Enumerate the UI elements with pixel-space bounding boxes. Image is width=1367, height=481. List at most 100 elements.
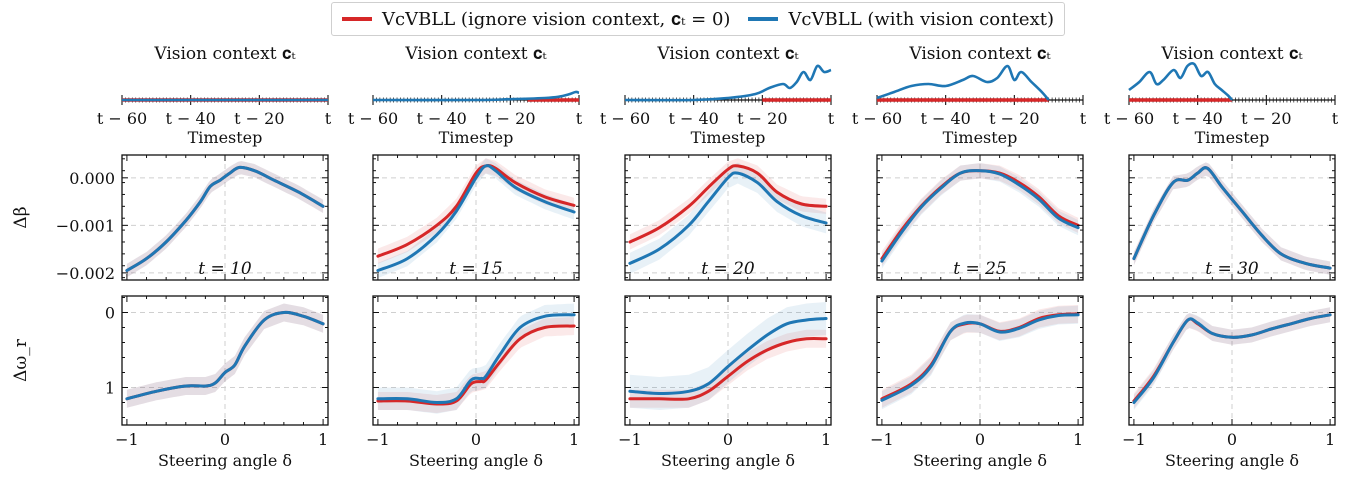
context-xlabel: Timestep <box>691 128 766 147</box>
y-tick-label: 1 <box>105 379 115 398</box>
context-title: Vision context 𝐜ₜ <box>908 44 1051 64</box>
series-line-ignore <box>628 164 828 244</box>
series-line-ignore <box>376 324 576 406</box>
series-line-with <box>376 164 576 272</box>
uncertainty-band-with <box>881 305 1079 410</box>
series-line-with <box>125 310 325 401</box>
x-axis-label: Steering angle δ <box>1165 451 1299 470</box>
context-tick-label: t − 40 <box>416 109 466 128</box>
x-tick-label: 0 <box>723 430 733 449</box>
x-tick-label: 0 <box>975 430 985 449</box>
beta-panel-4: t = 30 <box>1128 154 1336 281</box>
uncertainty-band-ignore <box>629 329 827 408</box>
y-tick-label: −0.001 <box>56 216 115 235</box>
series-line-ignore <box>628 336 828 401</box>
legend-label-with: VcVBLL (with vision context) <box>788 8 1054 30</box>
context-series-with <box>372 90 580 102</box>
x-axis-label: Steering angle δ <box>409 451 543 470</box>
context-tick-label: t − 20 <box>234 109 284 128</box>
context-title: Vision context 𝐜ₜ <box>153 44 296 64</box>
beta-panel-1: t = 15 <box>372 154 580 281</box>
x-tick-label: −1 <box>115 430 139 449</box>
context-series-with <box>876 64 1050 101</box>
uncertainty-band-with <box>1133 307 1331 410</box>
series-line-with <box>880 169 1080 263</box>
x-tick-label: −1 <box>618 430 642 449</box>
x-axis-label: Steering angle δ <box>661 451 795 470</box>
uncertainty-band-with <box>126 303 324 408</box>
series-line-with <box>1132 166 1332 270</box>
x-tick-label: 1 <box>318 430 328 449</box>
time-annotation: t = 20 <box>701 259 755 279</box>
legend: VcVBLL (ignore vision context, 𝐜ₜ = 0) V… <box>331 2 1065 36</box>
context-tick-label: t <box>576 109 583 128</box>
x-tick-label: 0 <box>471 430 481 449</box>
x-tick-label: −1 <box>1122 430 1146 449</box>
beta-panel-2: t = 20 <box>624 154 832 281</box>
series-line-with <box>125 165 325 272</box>
context-series-with <box>1128 61 1234 101</box>
omega-panel-2: −1 0 1 Steering angle δ <box>618 295 832 470</box>
context-xlabel: Timestep <box>943 128 1018 147</box>
uncertainty-band-ignore <box>1133 307 1331 409</box>
context-series-with <box>624 64 832 102</box>
legend-swatch-with <box>748 17 779 21</box>
context-tick-label: t − 60 <box>600 109 650 128</box>
series-line-with <box>376 313 576 404</box>
context-title: Vision context 𝐜ₜ <box>404 44 547 64</box>
context-tick-label: t − 40 <box>920 109 970 128</box>
y-tick-label: −0.002 <box>56 264 115 283</box>
context-panel-3: Vision context 𝐜ₜ t − 60 t − 40 t − 20 t Time… <box>852 44 1087 147</box>
series-line-ignore <box>376 164 576 258</box>
time-annotation: t = 10 <box>198 259 252 279</box>
context-tick-label: t − 20 <box>1241 109 1291 128</box>
context-tick-label: t − 20 <box>989 109 1039 128</box>
context-panel-4: Vision context 𝐜ₜ t − 60 t − 40 t − 20 t Time… <box>1104 44 1339 147</box>
context-tick-label: t − 20 <box>737 109 787 128</box>
y-axis-label: Δω_r <box>11 338 31 382</box>
series-line-with <box>1132 313 1332 404</box>
omega-panel-3: −1 0 1 Steering angle δ <box>870 295 1084 470</box>
x-tick-label: 1 <box>1073 430 1083 449</box>
time-annotation: t = 25 <box>953 259 1007 279</box>
legend-item-ignore: VcVBLL (ignore vision context, 𝐜ₜ = 0) <box>342 9 730 30</box>
time-annotation: t = 15 <box>449 259 503 279</box>
x-axis-label: Steering angle δ <box>913 451 1047 470</box>
uncertainty-band-ignore <box>377 317 575 413</box>
context-xlabel: Timestep <box>439 128 514 147</box>
context-panel-0: Vision context 𝐜ₜ t − 60 t − 40 t − 20 t Time… <box>97 44 332 147</box>
series-line-with <box>628 317 828 395</box>
legend-label-ignore: VcVBLL (ignore vision context, 𝐜ₜ = 0) <box>382 8 731 30</box>
context-title: Vision context 𝐜ₜ <box>1160 44 1303 64</box>
context-tick-label: t − 20 <box>485 109 535 128</box>
series-line-with <box>880 313 1080 402</box>
x-tick-label: 0 <box>1227 430 1237 449</box>
omega-panel-1: −1 0 1 Steering angle δ <box>366 295 580 470</box>
y-axis-label: Δβ <box>11 206 31 228</box>
context-tick-label: t <box>1332 109 1339 128</box>
context-xlabel: Timestep <box>1195 128 1270 147</box>
y-tick-label: 0.000 <box>69 169 115 188</box>
context-tick-label: t − 40 <box>1172 109 1222 128</box>
uncertainty-band-ignore <box>881 305 1079 408</box>
x-axis-label: Steering angle δ <box>158 451 292 470</box>
series-line-with <box>628 171 828 265</box>
context-title: Vision context 𝐜ₜ <box>656 44 799 64</box>
context-panel-2: Vision context 𝐜ₜ t − 60 t − 40 t − 20 t Time… <box>600 44 835 147</box>
context-tick-label: t − 60 <box>1104 109 1154 128</box>
x-tick-label: −1 <box>870 430 894 449</box>
context-tick-label: t − 40 <box>668 109 718 128</box>
time-annotation: t = 30 <box>1205 259 1259 279</box>
legend-swatch-ignore <box>342 17 372 21</box>
uncertainty-band-ignore <box>377 158 575 264</box>
x-tick-label: −1 <box>366 430 390 449</box>
context-tick-label: t <box>828 109 835 128</box>
omega-panel-4: −1 0 1 Steering angle δ <box>1122 295 1336 470</box>
context-tick-label: t − 60 <box>97 109 147 128</box>
x-tick-label: 1 <box>821 430 831 449</box>
x-tick-label: 1 <box>569 430 579 449</box>
beta-panel-0: t = 10 0.000 −0.001 −0.002 Δβ <box>11 154 329 283</box>
context-tick-label: t − 60 <box>852 109 902 128</box>
beta-panel-3: t = 25 <box>876 154 1084 281</box>
